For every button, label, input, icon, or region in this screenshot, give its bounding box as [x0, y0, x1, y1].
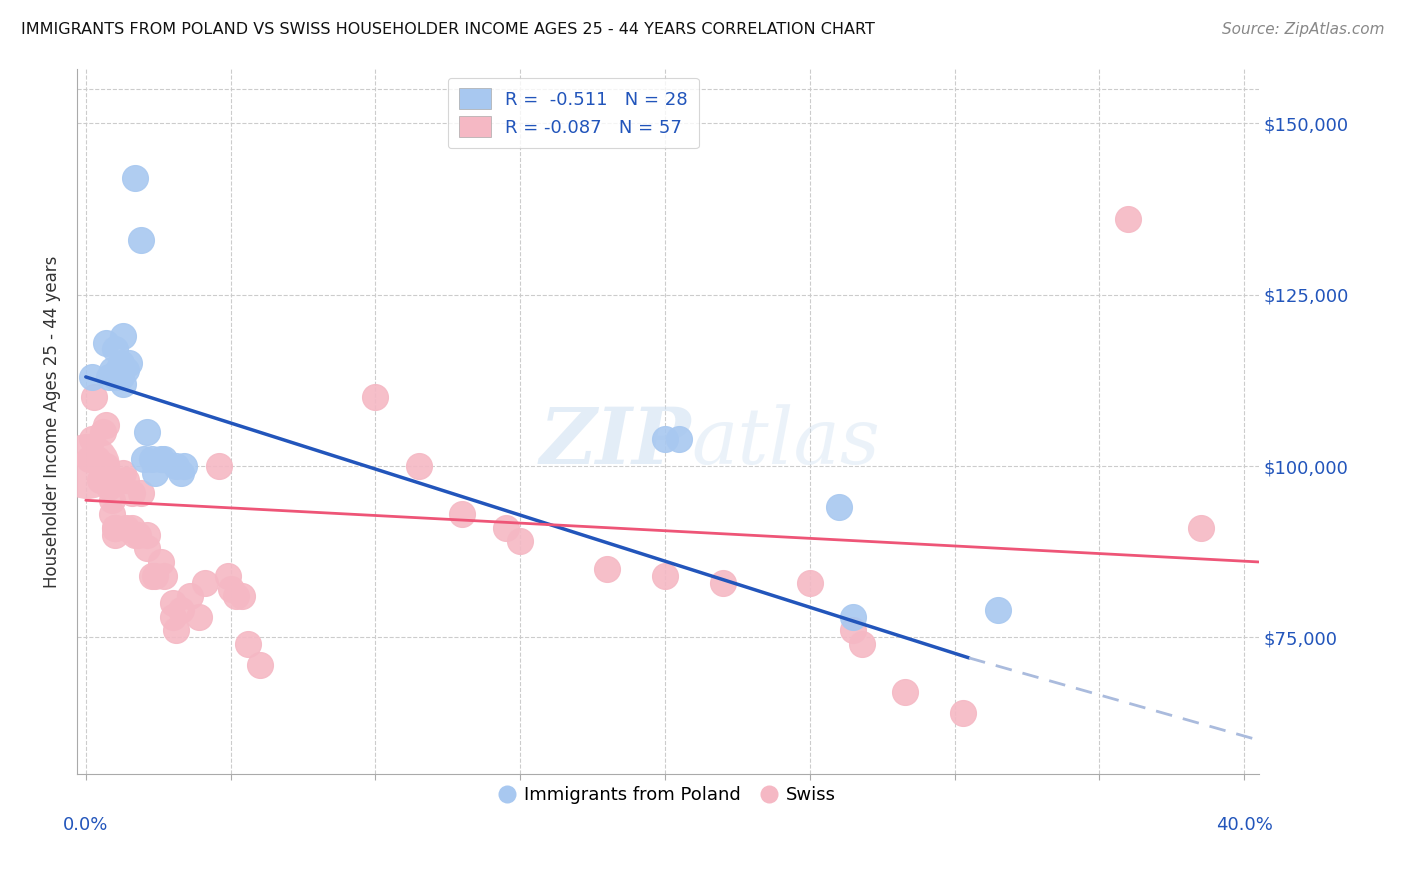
Point: [162, 596, 184, 610]
Point: [143, 568, 166, 582]
Point: [104, 527, 127, 541]
Point: [112, 466, 135, 480]
Point: [799, 575, 821, 590]
Point: [127, 527, 149, 541]
Point: [94, 458, 117, 473]
Point: [101, 493, 124, 508]
Point: [112, 328, 135, 343]
Point: [150, 555, 173, 569]
Point: [495, 521, 517, 535]
Point: [115, 363, 138, 377]
Point: [101, 363, 124, 377]
Point: [153, 568, 176, 582]
Point: [143, 466, 166, 480]
Point: [121, 521, 143, 535]
Point: [91, 473, 114, 487]
Point: [828, 500, 851, 515]
Point: [170, 466, 193, 480]
Point: [219, 582, 242, 597]
Point: [654, 432, 676, 446]
Point: [894, 685, 917, 699]
Point: [91, 425, 114, 439]
Point: [104, 370, 127, 384]
Point: [987, 603, 1010, 617]
Point: [208, 458, 231, 473]
Point: [162, 609, 184, 624]
Point: [179, 589, 201, 603]
Point: [952, 706, 974, 720]
Point: [135, 425, 157, 439]
Point: [135, 527, 157, 541]
Point: [135, 541, 157, 556]
Point: [94, 417, 117, 432]
Text: Source: ZipAtlas.com: Source: ZipAtlas.com: [1222, 22, 1385, 37]
Text: IMMIGRANTS FROM POLAND VS SWISS HOUSEHOLDER INCOME AGES 25 - 44 YEARS CORRELATIO: IMMIGRANTS FROM POLAND VS SWISS HOUSEHOL…: [21, 22, 875, 37]
Point: [451, 507, 474, 521]
Point: [236, 637, 259, 651]
Point: [187, 609, 209, 624]
Point: [173, 458, 195, 473]
Point: [77, 452, 100, 467]
Point: [129, 486, 152, 500]
Point: [364, 391, 387, 405]
Point: [193, 575, 215, 590]
Point: [231, 589, 253, 603]
Point: [107, 363, 129, 377]
Point: [851, 637, 873, 651]
Point: [132, 452, 155, 467]
Point: [217, 568, 239, 582]
Text: ZIP: ZIP: [540, 404, 692, 481]
Point: [97, 370, 120, 384]
Point: [654, 568, 676, 582]
Point: [115, 473, 138, 487]
Point: [101, 507, 124, 521]
Point: [170, 603, 193, 617]
Point: [842, 609, 865, 624]
Text: atlas: atlas: [692, 404, 880, 481]
Point: [83, 391, 105, 405]
Point: [76, 458, 98, 473]
Point: [596, 562, 619, 576]
Point: [668, 432, 690, 446]
Point: [104, 521, 127, 535]
Point: [165, 458, 187, 473]
Point: [1189, 521, 1212, 535]
Point: [225, 589, 247, 603]
Point: [150, 452, 173, 467]
Text: 0.0%: 0.0%: [63, 815, 108, 833]
Point: [80, 432, 103, 446]
Point: [842, 624, 865, 638]
Point: [129, 233, 152, 247]
Legend: Immigrants from Poland, Swiss: Immigrants from Poland, Swiss: [494, 779, 842, 811]
Point: [408, 458, 430, 473]
Point: [89, 473, 111, 487]
Y-axis label: Householder Income Ages 25 - 44 years: Householder Income Ages 25 - 44 years: [44, 255, 60, 588]
Point: [711, 575, 734, 590]
Point: [124, 527, 146, 541]
Point: [97, 479, 120, 493]
Point: [110, 370, 132, 384]
Point: [1116, 212, 1139, 227]
Point: [86, 452, 108, 467]
Point: [165, 624, 187, 638]
Point: [94, 335, 117, 350]
Point: [104, 521, 127, 535]
Point: [80, 370, 103, 384]
Point: [121, 486, 143, 500]
Point: [124, 171, 146, 186]
Point: [141, 452, 163, 467]
Point: [104, 343, 127, 357]
Point: [249, 657, 271, 672]
Point: [141, 568, 163, 582]
Point: [115, 521, 138, 535]
Point: [112, 376, 135, 391]
Text: 40.0%: 40.0%: [1216, 815, 1272, 833]
Point: [118, 356, 141, 370]
Point: [153, 452, 176, 467]
Point: [110, 356, 132, 370]
Point: [509, 534, 531, 549]
